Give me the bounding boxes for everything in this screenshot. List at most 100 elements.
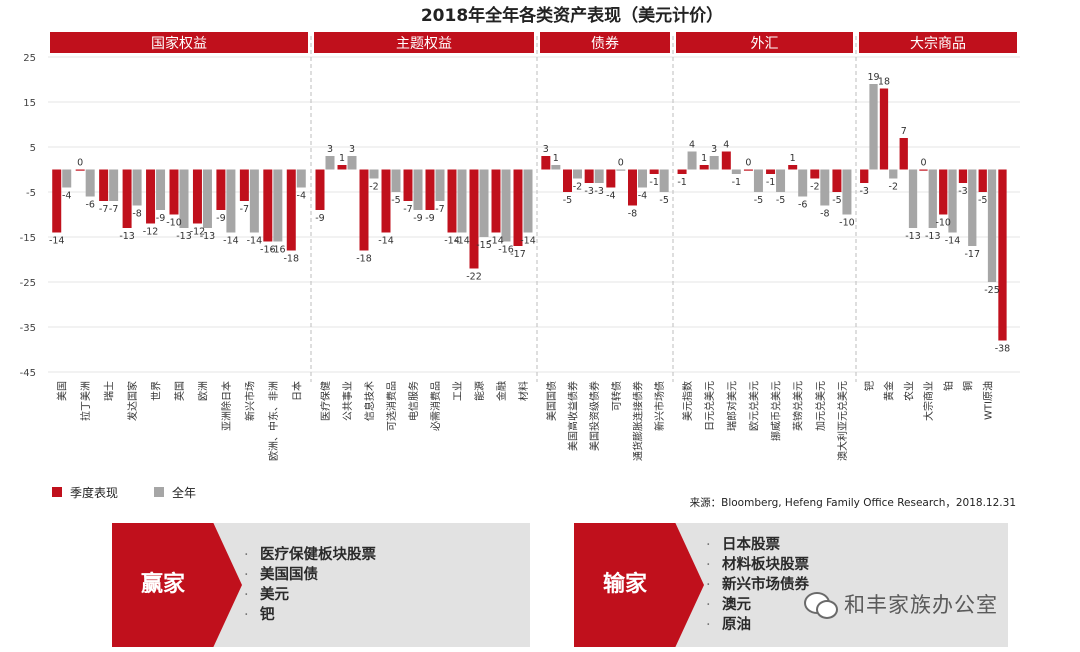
- bar-quarter: [239, 169, 249, 201]
- bar-quarter-label: 0: [745, 158, 751, 169]
- watermark: 和丰家族办公室: [804, 586, 998, 622]
- group-header-label: 债券: [591, 36, 619, 52]
- x-axis-label: 信息技术: [363, 381, 376, 421]
- group-header-label: 国家权益: [151, 35, 207, 52]
- bar-year-label: -13: [925, 231, 941, 242]
- x-axis-label: 工业: [452, 381, 464, 401]
- bar-year: [928, 169, 937, 228]
- y-tick-label: -15: [20, 233, 36, 244]
- x-axis-label: 通货膨胀连接债券: [632, 381, 645, 461]
- bar-year-label: -2: [889, 182, 898, 193]
- bar-year-label: -5: [391, 195, 400, 206]
- bar-quarter: [169, 169, 179, 215]
- source-note: 来源：Bloomberg, Hefeng Family Office Resea…: [690, 496, 1016, 509]
- x-axis-label: 日本: [290, 381, 303, 401]
- group-header-label: 主题权益: [396, 36, 452, 52]
- bar-year-label: -4: [638, 191, 647, 202]
- list-item: · 医疗保健板块股票: [244, 547, 376, 563]
- legend-label-quarter: 季度表现: [70, 485, 118, 500]
- bar-quarter-label: -18: [284, 254, 300, 265]
- bar-year-label: -1: [732, 177, 741, 188]
- bar-quarter: [99, 169, 109, 201]
- bar-year: [842, 169, 852, 215]
- bar-quarter: [743, 169, 753, 171]
- bar-year: [226, 169, 236, 233]
- list-item: · 澳元: [706, 597, 751, 613]
- bar-year-label: -16: [270, 245, 286, 256]
- bar-year-label: -7: [435, 204, 444, 215]
- bar-year-label: -14: [454, 236, 470, 247]
- bar-year: [731, 169, 741, 174]
- bar-quarter: [469, 169, 479, 269]
- bar-quarter: [978, 169, 987, 192]
- group-header-label: 大宗商品: [910, 36, 966, 52]
- losers-chevron: [574, 523, 704, 647]
- bar-year: [709, 156, 719, 170]
- y-tick-label: 5: [30, 143, 36, 154]
- bar-year-label: 3: [349, 144, 355, 155]
- bar-quarter-label: 7: [901, 126, 907, 137]
- bar-year: [479, 169, 489, 237]
- bar-year-label: -5: [776, 195, 785, 206]
- bar-year-label: -14: [223, 236, 239, 247]
- bar-year-label: -6: [798, 200, 807, 211]
- legend-swatch-year: [154, 487, 164, 497]
- bar-quarter: [998, 169, 1007, 341]
- bar-quarter-label: -10: [935, 218, 951, 229]
- wechat-icon: [804, 590, 838, 619]
- bar-year: [948, 169, 957, 233]
- bar-year: [551, 165, 561, 170]
- winners-panel: 赢家 · 医疗保健板块股票 · 美国国债 · 美元 · 钯: [112, 523, 530, 647]
- x-axis-label: 英国: [173, 381, 186, 401]
- bar-quarter-label: -17: [510, 249, 526, 260]
- group-header-label: 外汇: [751, 36, 779, 52]
- bar-quarter-label: -18: [356, 254, 372, 265]
- y-tick-label: -25: [20, 278, 36, 289]
- bar-quarter: [146, 169, 156, 224]
- x-axis-label: 美国投资级债券: [588, 381, 601, 451]
- bar-year-label: 0: [618, 158, 624, 169]
- chart-title: 2018年全年各类资产表现（美元计价）: [421, 5, 723, 26]
- bar-quarter: [939, 169, 948, 215]
- bar-quarter-label: 4: [723, 140, 729, 151]
- losers-list: · 日本股票 · 材料板块股票 · 新兴市场债券 · 澳元 · 原油: [706, 535, 809, 635]
- bar-year: [202, 169, 212, 228]
- bar-quarter: [491, 169, 501, 233]
- x-axis-label: 拉丁美洲: [79, 381, 92, 421]
- x-axis-label: 钯: [864, 381, 876, 391]
- x-axis-labels: 美国 拉丁美洲 瑞士 发达国家 世界 英国 欧洲 亚洲除日本 新兴市场 欧洲、中东、非洲 日本 医疗保…: [56, 381, 995, 461]
- bar-quarter-label: -14: [378, 236, 394, 247]
- chart: 2018年全年各类资产表现（美元计价） 25155-5-15-25-35-45 …: [20, 5, 1020, 509]
- bar-quarter-label: -13: [119, 231, 135, 242]
- group-header: [314, 32, 534, 53]
- bar-quarter-label: -3: [859, 186, 868, 197]
- bar-quarter-label: -12: [143, 227, 159, 238]
- bar-quarter-label: -14: [444, 236, 460, 247]
- bar-quarter: [677, 169, 687, 174]
- list-item: · 新兴市场债券: [706, 577, 809, 593]
- bar-quarter-label: -5: [563, 195, 572, 206]
- bar-quarter-label: -7: [240, 204, 249, 215]
- bar-quarter: [699, 165, 709, 170]
- group-header: [676, 32, 853, 53]
- bar-year-label: -13: [905, 231, 921, 242]
- x-axis-label: 欧洲: [197, 381, 209, 401]
- bar-quarter: [315, 169, 325, 210]
- bar-year: [659, 169, 669, 192]
- bar-year: [62, 169, 72, 188]
- bar-quarter: [337, 165, 347, 170]
- x-axis-label: WTI原油: [981, 381, 994, 420]
- watermark-text: 和丰家族办公室: [844, 593, 998, 617]
- bar-year-label: -9: [413, 213, 422, 224]
- group-header: [50, 32, 308, 53]
- bar-year: [987, 169, 997, 282]
- bar-quarter: [381, 169, 391, 233]
- gridlines: 25 15 5 -5 -15 -25 -35 -45: [20, 53, 1020, 379]
- x-axis-label: 材料: [517, 381, 530, 401]
- winners-list: · 医疗保健板块股票 · 美国国债 · 美元 · 钯: [244, 545, 376, 625]
- x-axis-label: 瑞郎对美元: [725, 381, 738, 431]
- bar-year-label: -13: [200, 231, 216, 242]
- bar-year-label: -3: [594, 186, 603, 197]
- group-dividers: [310, 36, 857, 382]
- bar-year-label: -15: [476, 240, 492, 251]
